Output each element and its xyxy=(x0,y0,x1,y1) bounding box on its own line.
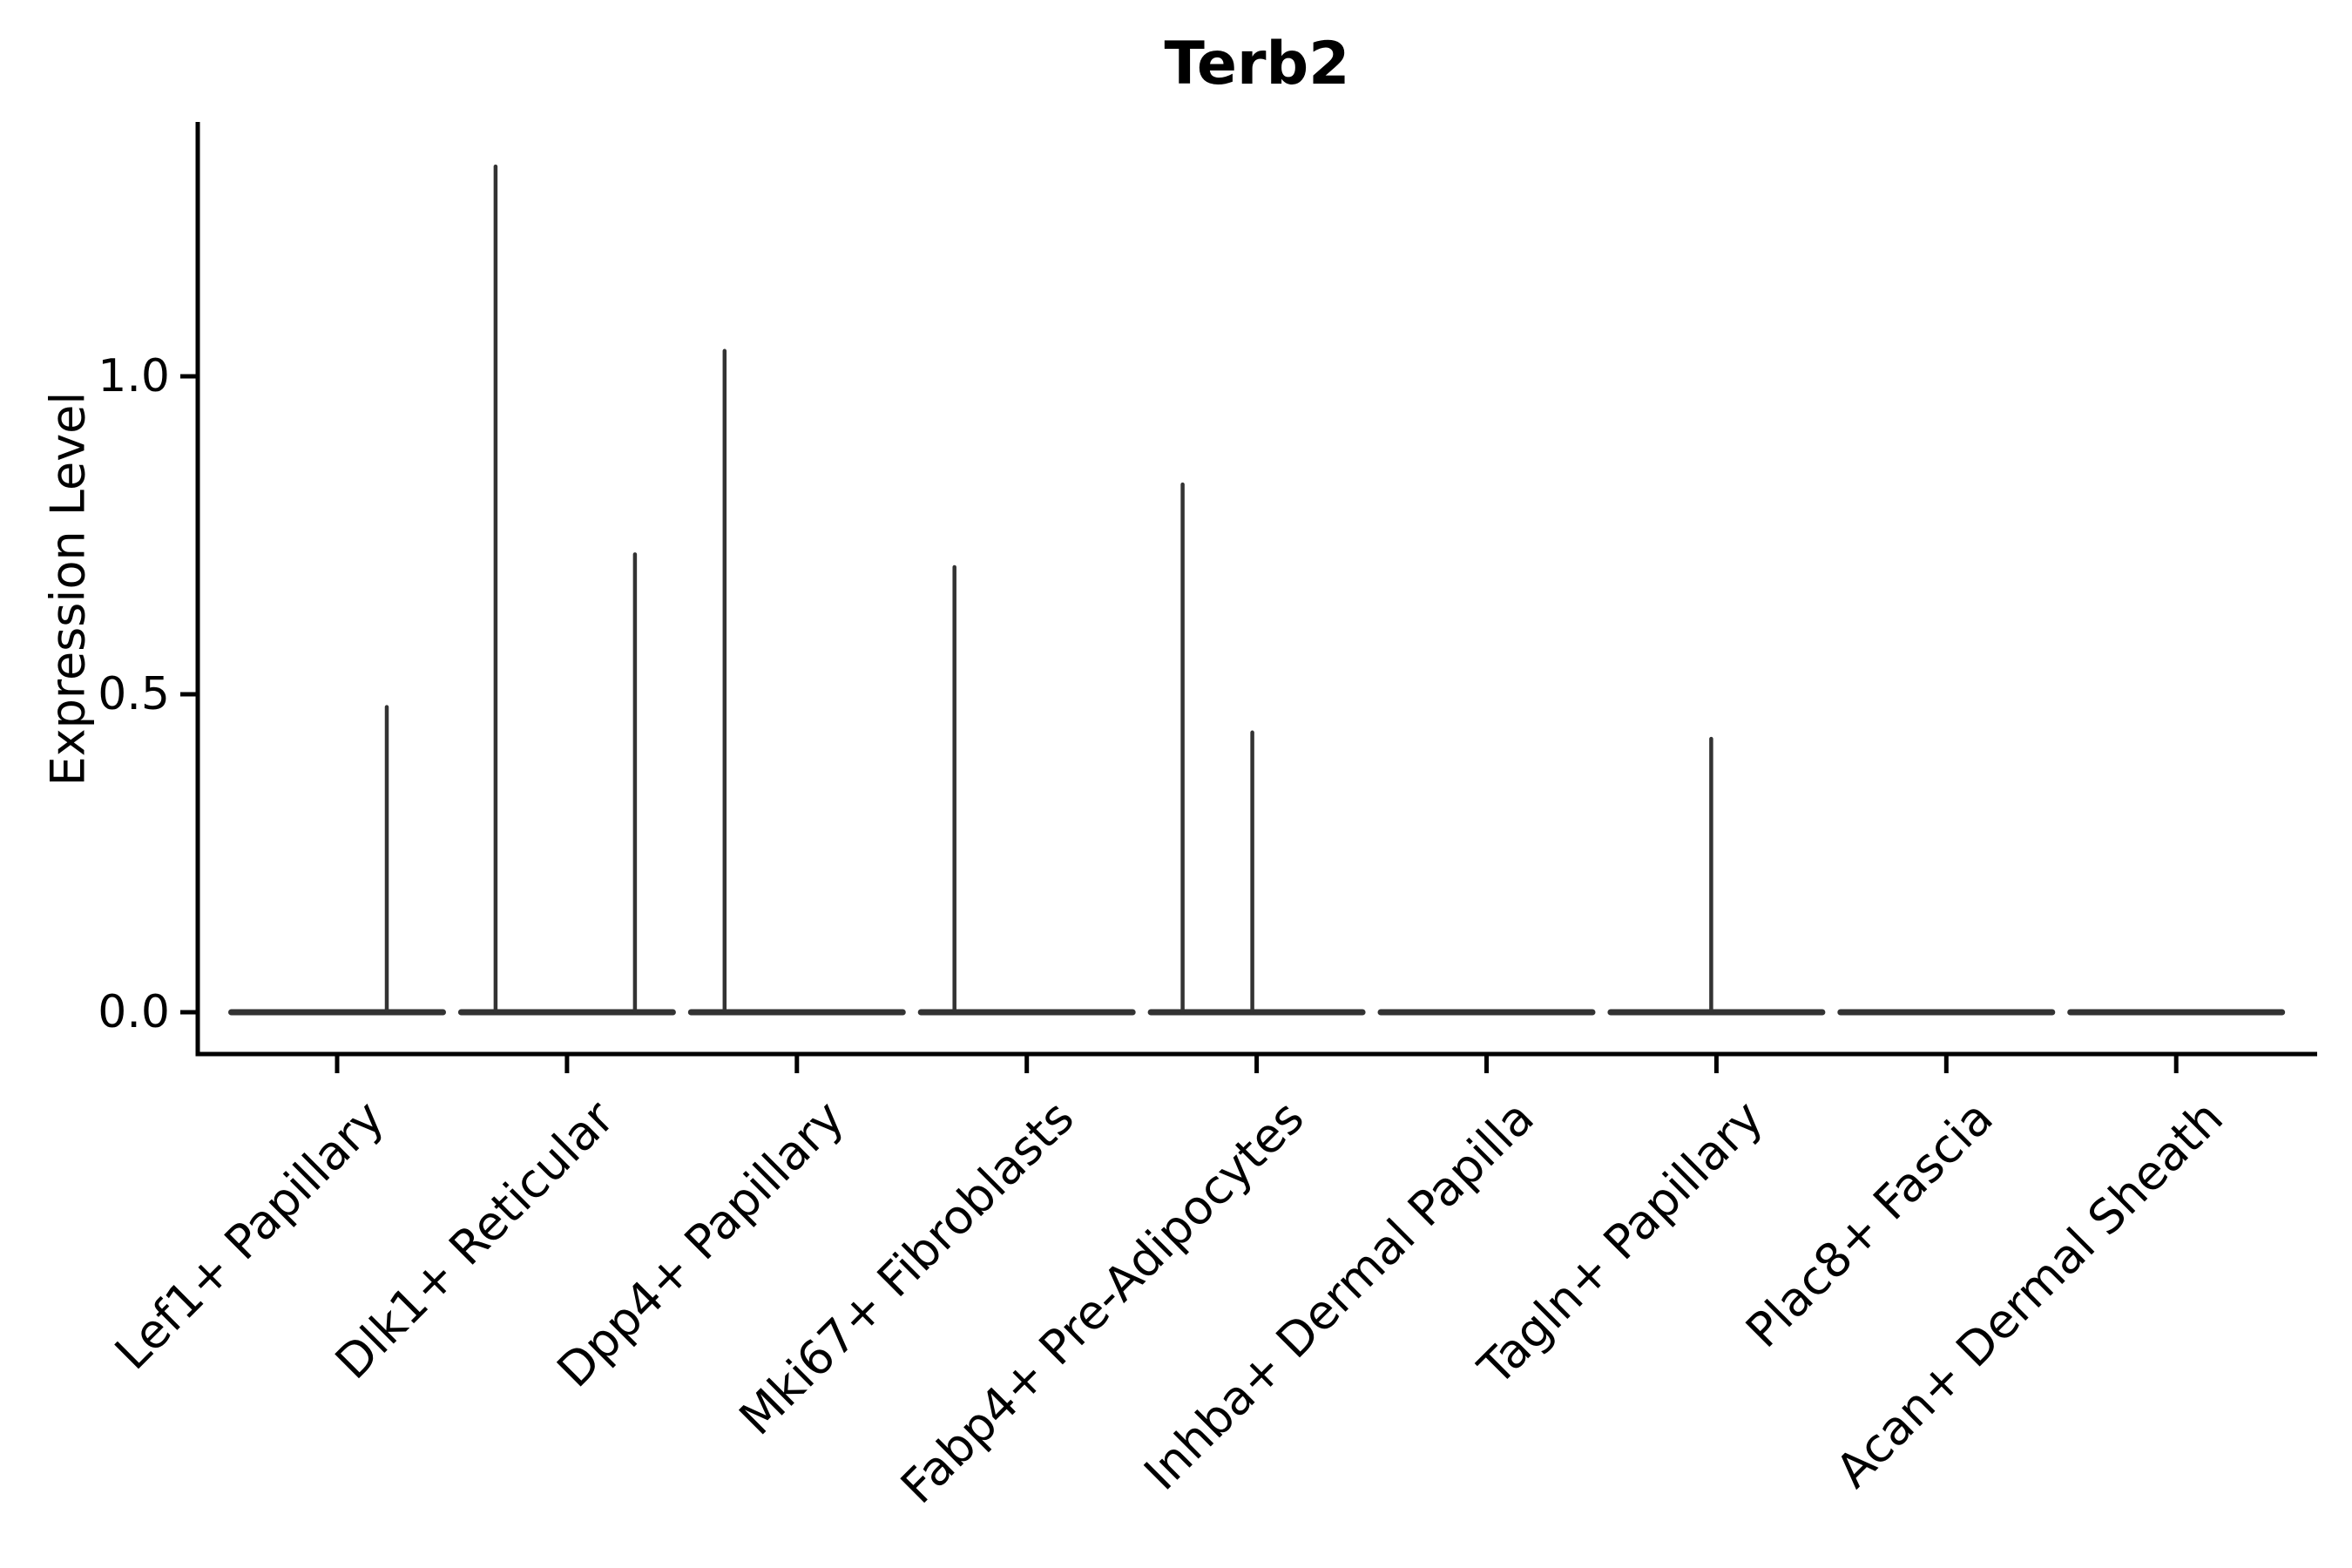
chart-title: Terb2 xyxy=(1164,30,1350,98)
y-axis-label: Expression Level xyxy=(40,391,96,787)
y-tick-label: 1.0 xyxy=(98,350,170,402)
y-tick-label: 0.5 xyxy=(98,668,170,720)
y-tick-label: 0.0 xyxy=(98,986,170,1038)
